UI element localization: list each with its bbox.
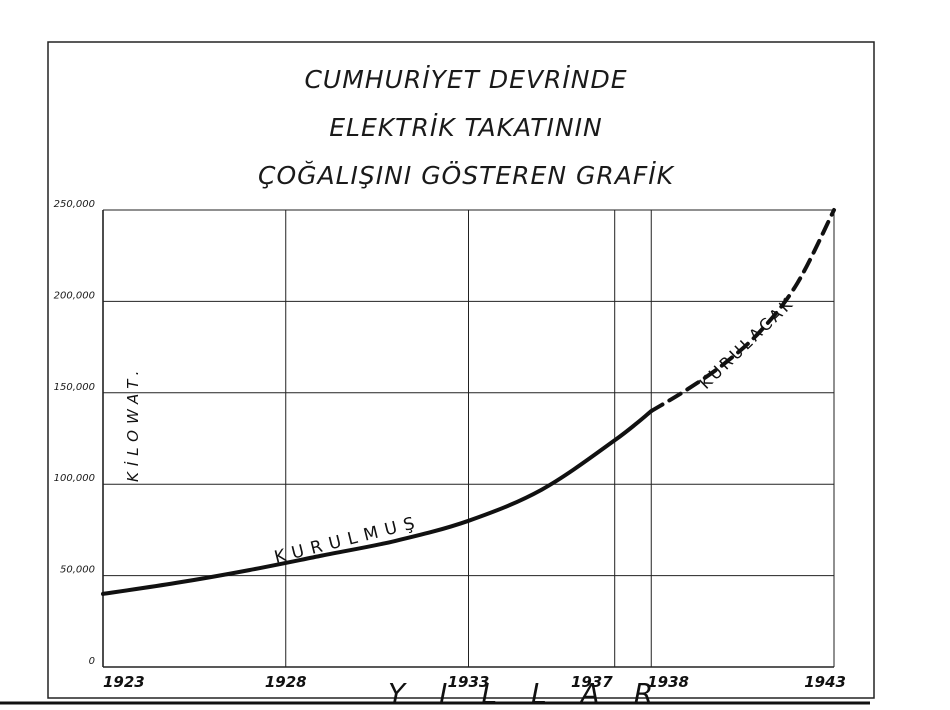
x-tick-2: 1933 — [448, 673, 490, 691]
x-tick-4: 1938 — [647, 673, 689, 691]
y-tick-4: 200,000 — [54, 290, 95, 301]
x-axis-label: YILLAR — [388, 677, 687, 710]
grid-lines — [102, 209, 835, 668]
series-lines — [101, 208, 836, 596]
x-tick-labels: 1923 1928 1933 1937 1938 1943 — [103, 673, 846, 691]
title-line-3: ÇOĞALIŞINI GÖSTEREN GRAFİK — [258, 160, 676, 190]
y-axis-label: KİLOWAT. — [123, 365, 142, 482]
y-tick-5: 250,000 — [54, 199, 95, 210]
title-line-2: ELEKTRİK TAKATININ — [329, 113, 602, 142]
y-tick-2: 100,000 — [54, 473, 95, 484]
y-tick-3: 150,000 — [54, 382, 95, 393]
y-tick-labels: 0 50,000 100,000 150,000 200,000 250,000 — [54, 199, 95, 667]
y-tick-0: 0 — [89, 656, 95, 667]
x-tick-0: 1923 — [103, 673, 145, 691]
outer-frame — [47, 41, 875, 699]
x-tick-3: 1937 — [571, 673, 613, 691]
series-label-kurulacak: KURULACAK — [696, 293, 799, 393]
y-tick-1: 50,000 — [60, 565, 95, 576]
x-tick-5: 1943 — [804, 673, 846, 691]
title-line-1: CUMHURİYET DEVRİNDE — [304, 65, 627, 94]
x-tick-1: 1928 — [265, 673, 307, 691]
series-line-0 — [101, 409, 654, 596]
series-line-1 — [649, 208, 836, 414]
chart-title: CUMHURİYET DEVRİNDE ELEKTRİK TAKATININ Ç… — [258, 65, 676, 190]
